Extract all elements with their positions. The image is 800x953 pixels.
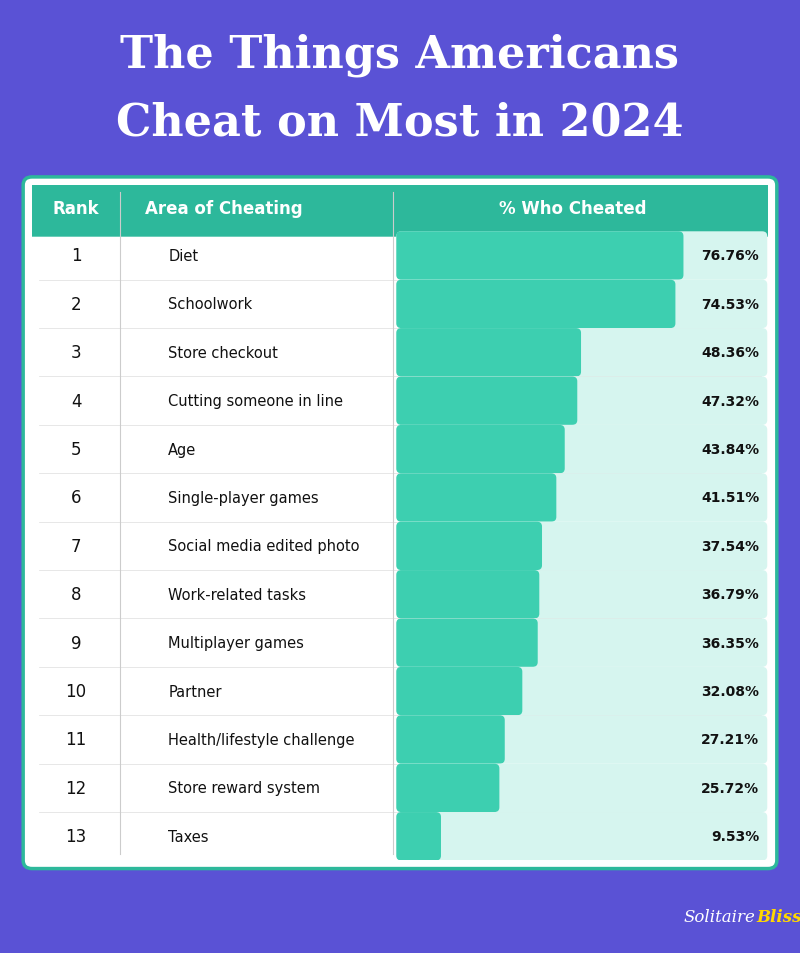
Text: Area of Cheating: Area of Cheating <box>145 200 302 218</box>
FancyBboxPatch shape <box>396 667 522 716</box>
Text: Cheat on Most in 2024: Cheat on Most in 2024 <box>116 101 684 144</box>
FancyBboxPatch shape <box>396 667 767 716</box>
Text: 47.32%: 47.32% <box>701 395 759 408</box>
FancyBboxPatch shape <box>396 425 565 474</box>
Text: 25.72%: 25.72% <box>701 781 759 795</box>
FancyBboxPatch shape <box>396 425 767 474</box>
FancyBboxPatch shape <box>396 377 578 425</box>
Text: 32.08%: 32.08% <box>701 684 759 699</box>
FancyBboxPatch shape <box>396 571 539 618</box>
Text: Rank: Rank <box>53 200 99 218</box>
FancyBboxPatch shape <box>396 329 767 377</box>
Text: Cutting someone in line: Cutting someone in line <box>168 394 343 409</box>
Text: 48.36%: 48.36% <box>701 346 759 360</box>
FancyBboxPatch shape <box>396 618 767 667</box>
Text: 8: 8 <box>71 586 82 603</box>
FancyBboxPatch shape <box>396 474 556 522</box>
Text: 1: 1 <box>71 247 82 265</box>
Text: Schoolwork: Schoolwork <box>168 297 253 312</box>
Text: 13: 13 <box>66 827 86 845</box>
Text: Store reward system: Store reward system <box>168 781 320 796</box>
FancyBboxPatch shape <box>396 280 675 329</box>
Text: Single-player games: Single-player games <box>168 491 318 505</box>
FancyBboxPatch shape <box>396 329 581 377</box>
FancyBboxPatch shape <box>23 178 777 868</box>
FancyBboxPatch shape <box>396 377 767 425</box>
Text: 9: 9 <box>71 634 82 652</box>
Text: Work-related tasks: Work-related tasks <box>168 587 306 602</box>
Text: Health/lifestyle challenge: Health/lifestyle challenge <box>168 732 354 747</box>
Text: 36.79%: 36.79% <box>702 588 759 601</box>
FancyBboxPatch shape <box>396 571 767 618</box>
FancyBboxPatch shape <box>396 232 683 280</box>
FancyBboxPatch shape <box>396 522 542 571</box>
Text: 76.76%: 76.76% <box>702 250 759 263</box>
Text: Social media edited photo: Social media edited photo <box>168 538 360 554</box>
Text: % Who Cheated: % Who Cheated <box>499 200 646 218</box>
Text: 4: 4 <box>71 393 82 410</box>
Text: 9.53%: 9.53% <box>711 829 759 843</box>
FancyBboxPatch shape <box>396 232 767 280</box>
FancyBboxPatch shape <box>396 522 767 571</box>
Text: 11: 11 <box>66 731 86 749</box>
Text: 5: 5 <box>71 440 82 458</box>
Text: Taxes: Taxes <box>168 829 209 843</box>
FancyBboxPatch shape <box>396 618 538 667</box>
Text: 3: 3 <box>71 344 82 362</box>
Text: 27.21%: 27.21% <box>701 733 759 747</box>
Text: Bliss: Bliss <box>756 908 800 925</box>
FancyBboxPatch shape <box>26 180 774 237</box>
Text: 10: 10 <box>66 682 86 700</box>
Text: 7: 7 <box>71 537 82 556</box>
FancyBboxPatch shape <box>396 812 441 861</box>
Text: 2: 2 <box>71 295 82 314</box>
Text: 41.51%: 41.51% <box>701 491 759 505</box>
Text: 6: 6 <box>71 489 82 507</box>
Text: 12: 12 <box>66 779 86 797</box>
FancyBboxPatch shape <box>396 716 767 764</box>
Text: Solitaire: Solitaire <box>684 908 756 925</box>
Text: The Things Americans: The Things Americans <box>121 33 679 77</box>
Text: Store checkout: Store checkout <box>168 345 278 360</box>
Text: 43.84%: 43.84% <box>701 442 759 456</box>
FancyBboxPatch shape <box>396 474 767 522</box>
FancyBboxPatch shape <box>396 812 767 861</box>
Text: 74.53%: 74.53% <box>701 297 759 312</box>
Text: Diet: Diet <box>168 249 198 264</box>
Text: Multiplayer games: Multiplayer games <box>168 636 304 651</box>
Text: Partner: Partner <box>168 684 222 699</box>
FancyBboxPatch shape <box>396 764 767 812</box>
FancyBboxPatch shape <box>396 716 505 764</box>
FancyBboxPatch shape <box>396 764 499 812</box>
Text: Age: Age <box>168 442 197 457</box>
Text: 37.54%: 37.54% <box>701 539 759 554</box>
Text: 36.35%: 36.35% <box>702 636 759 650</box>
FancyBboxPatch shape <box>396 280 767 329</box>
